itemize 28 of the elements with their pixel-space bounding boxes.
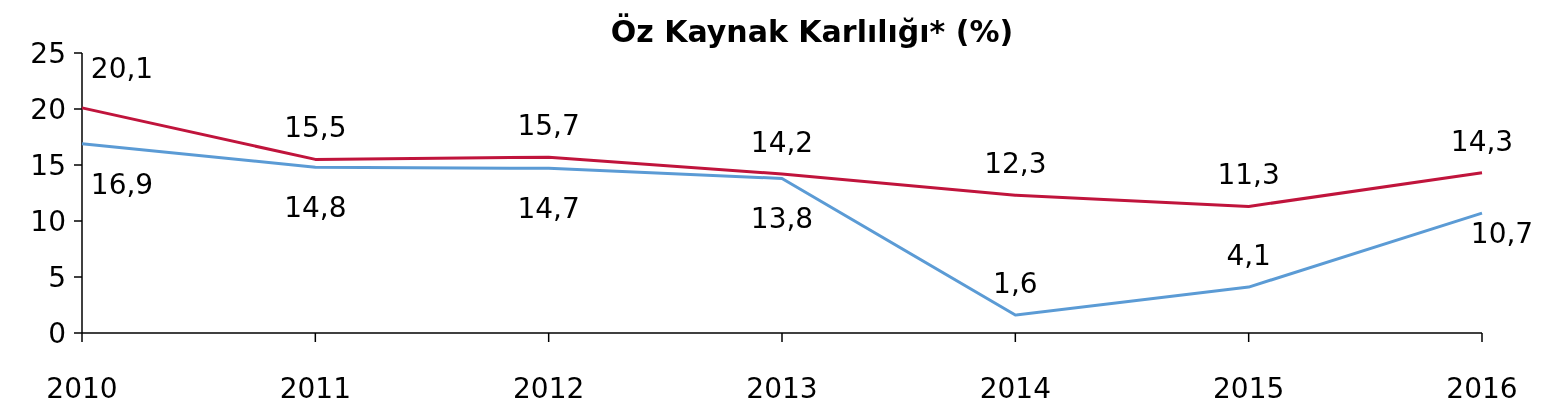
- data-label: 15,5: [284, 111, 347, 145]
- x-tick-label: 2012: [513, 372, 585, 405]
- data-label: 14,3: [1450, 124, 1514, 158]
- x-tick-label: 2011: [279, 372, 351, 405]
- x-tick-label: 2016: [1446, 372, 1518, 405]
- data-label: 20,1: [90, 51, 154, 85]
- data-label: 16,9: [90, 167, 154, 201]
- data-label: 13,8: [750, 202, 814, 236]
- data-label: 11,3: [1217, 158, 1280, 192]
- x-tick-label: 2014: [979, 372, 1051, 405]
- y-tick-label: 20: [30, 93, 66, 126]
- data-label: 14,8: [284, 191, 347, 225]
- y-tick-label: 0: [48, 317, 66, 350]
- x-tick-label: 2015: [1213, 372, 1285, 405]
- data-label: 15,7: [517, 109, 580, 143]
- y-tick-label: 5: [48, 261, 66, 294]
- data-label: 10,7: [1470, 217, 1534, 251]
- y-tick-label: 25: [30, 37, 66, 70]
- x-tick-label: 2010: [46, 372, 118, 405]
- y-tick-label: 15: [30, 149, 66, 182]
- data-label: 4,1: [1226, 239, 1271, 273]
- data-label: 1,6: [993, 267, 1038, 301]
- chart-title: Öz Kaynak Karlılığı* (%): [610, 13, 1014, 49]
- data-label: 12,3: [984, 147, 1047, 181]
- y-tick-label: 10: [30, 205, 66, 238]
- data-label: 14,2: [750, 125, 814, 159]
- x-tick-label: 2013: [746, 372, 818, 405]
- data-label: 14,7: [517, 192, 580, 226]
